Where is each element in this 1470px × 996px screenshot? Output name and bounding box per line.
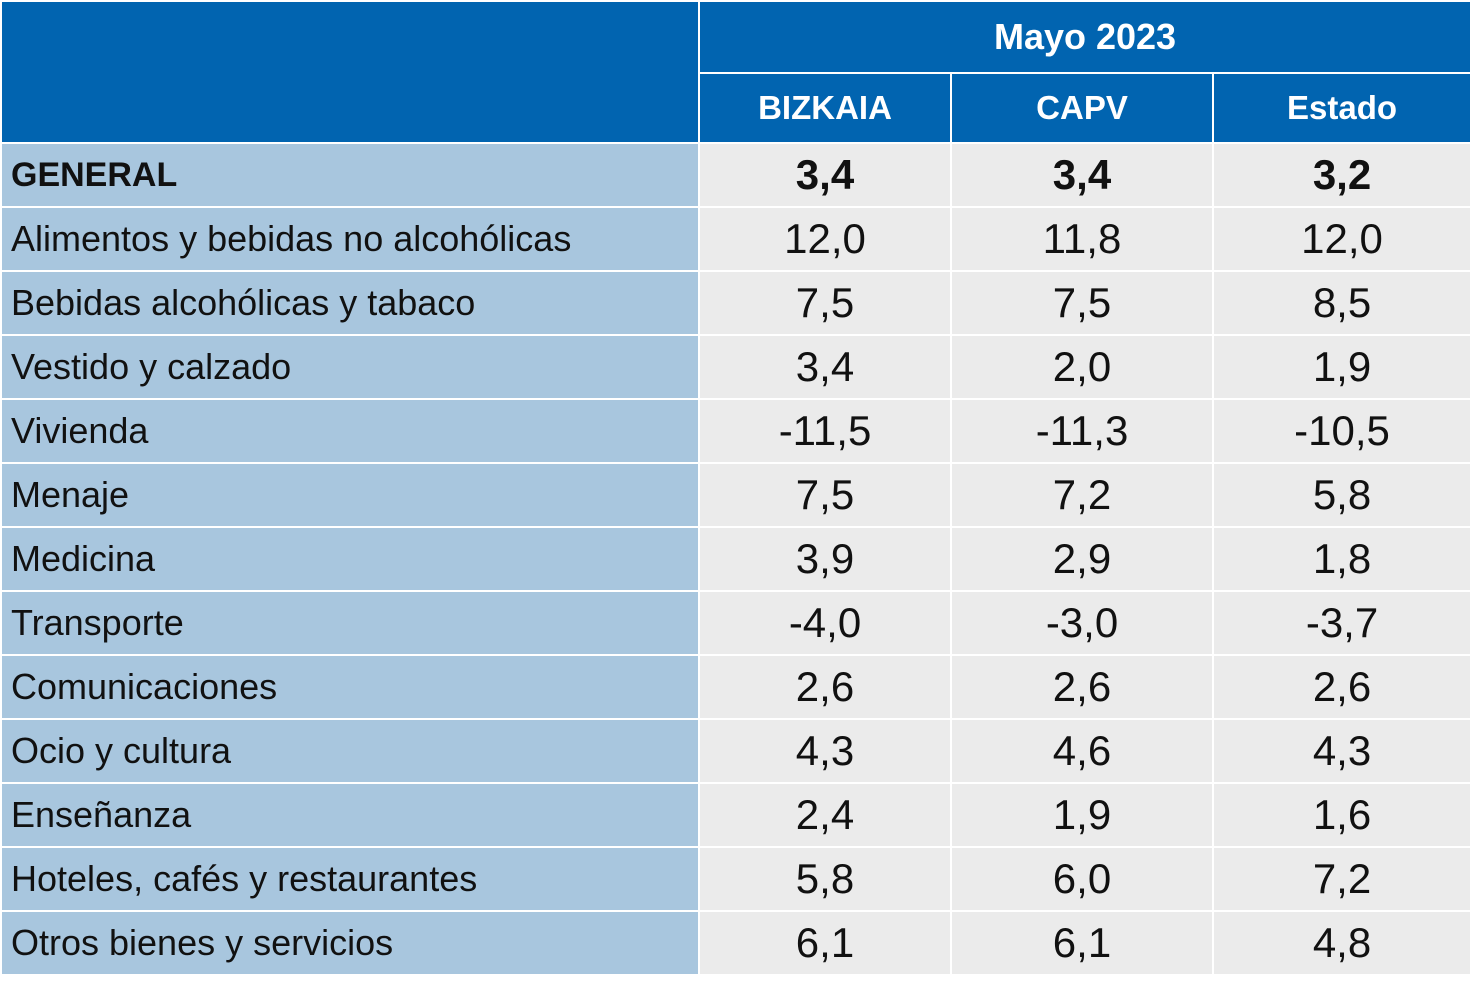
table-row: Hoteles, cafés y restaurantes 5,8 6,0 7,2	[0, 846, 1470, 912]
value-cell-estado: 1,8	[1211, 526, 1470, 592]
row-label: Bebidas alcohólicas y tabaco	[0, 270, 700, 336]
row-label: Transporte	[0, 590, 700, 656]
row-label: Otros bienes y servicios	[0, 910, 700, 976]
value-cell-estado: 5,8	[1211, 462, 1470, 528]
row-label: Hoteles, cafés y restaurantes	[0, 846, 700, 912]
table-row: Vestido y calzado 3,4 2,0 1,9	[0, 334, 1470, 400]
inflation-table: Mayo 2023 BIZKAIA CAPV Estado GENERAL 3,4…	[0, 0, 1470, 976]
table-row: Medicina 3,9 2,9 1,8	[0, 526, 1470, 592]
value-cell-capv: 3,4	[950, 142, 1214, 208]
row-label: Alimentos y bebidas no alcohólicas	[0, 206, 700, 272]
row-label: Vestido y calzado	[0, 334, 700, 400]
value-cell-capv: 2,6	[950, 654, 1214, 720]
column-header-bizkaia: BIZKAIA	[698, 72, 952, 144]
value-cell-bizkaia: 3,4	[698, 334, 952, 400]
value-cell-bizkaia: 6,1	[698, 910, 952, 976]
value-cell-estado: 3,2	[1211, 142, 1470, 208]
row-label: Comunicaciones	[0, 654, 700, 720]
row-label: GENERAL	[0, 142, 700, 208]
table-row-general: GENERAL 3,4 3,4 3,2	[0, 142, 1470, 208]
value-cell-capv: 6,0	[950, 846, 1214, 912]
table-row: Comunicaciones 2,6 2,6 2,6	[0, 654, 1470, 720]
value-cell-estado: 12,0	[1211, 206, 1470, 272]
value-cell-bizkaia: 7,5	[698, 462, 952, 528]
value-cell-capv: 1,9	[950, 782, 1214, 848]
value-cell-estado: 2,6	[1211, 654, 1470, 720]
table-row: Menaje 7,5 7,2 5,8	[0, 462, 1470, 528]
period-header: Mayo 2023	[697, 0, 1470, 74]
value-cell-capv: -11,3	[950, 398, 1214, 464]
value-cell-bizkaia: 3,4	[698, 142, 952, 208]
value-cell-estado: -3,7	[1211, 590, 1470, 656]
row-label: Medicina	[0, 526, 700, 592]
value-cell-bizkaia: 7,5	[698, 270, 952, 336]
table-body: GENERAL 3,4 3,4 3,2 Alimentos y bebidas no a…	[0, 142, 1470, 976]
value-cell-bizkaia: 2,6	[698, 654, 952, 720]
value-cell-bizkaia: 4,3	[698, 718, 952, 784]
table-row: Bebidas alcohólicas y tabaco 7,5 7,5 8,5	[0, 270, 1470, 336]
value-cell-estado: 7,2	[1211, 846, 1470, 912]
value-cell-estado: -10,5	[1211, 398, 1470, 464]
table-row: Enseñanza 2,4 1,9 1,6	[0, 782, 1470, 848]
value-cell-capv: 4,6	[950, 718, 1214, 784]
row-label: Enseñanza	[0, 782, 700, 848]
value-cell-bizkaia: -4,0	[698, 590, 952, 656]
value-cell-capv: 2,0	[950, 334, 1214, 400]
value-cell-estado: 1,9	[1211, 334, 1470, 400]
value-cell-estado: 4,8	[1211, 910, 1470, 976]
table-row: Otros bienes y servicios 6,1 6,1 4,8	[0, 910, 1470, 976]
value-cell-capv: 7,2	[950, 462, 1214, 528]
header-blank-cell	[0, 0, 700, 144]
row-label: Vivienda	[0, 398, 700, 464]
value-cell-estado: 8,5	[1211, 270, 1470, 336]
table-row: Ocio y cultura 4,3 4,6 4,3	[0, 718, 1470, 784]
value-cell-capv: 11,8	[950, 206, 1214, 272]
value-cell-bizkaia: -11,5	[698, 398, 952, 464]
value-cell-bizkaia: 12,0	[698, 206, 952, 272]
value-cell-capv: 2,9	[950, 526, 1214, 592]
column-header-capv: CAPV	[950, 72, 1214, 144]
table-row: Transporte -4,0 -3,0 -3,7	[0, 590, 1470, 656]
value-cell-capv: 7,5	[950, 270, 1214, 336]
table-row: Alimentos y bebidas no alcohólicas 12,0 11…	[0, 206, 1470, 272]
column-header-estado: Estado	[1211, 72, 1470, 144]
value-cell-capv: 6,1	[950, 910, 1214, 976]
value-cell-estado: 4,3	[1211, 718, 1470, 784]
value-cell-bizkaia: 5,8	[698, 846, 952, 912]
value-cell-capv: -3,0	[950, 590, 1214, 656]
row-label: Ocio y cultura	[0, 718, 700, 784]
value-cell-bizkaia: 3,9	[698, 526, 952, 592]
value-cell-bizkaia: 2,4	[698, 782, 952, 848]
table-row: Vivienda -11,5 -11,3 -10,5	[0, 398, 1470, 464]
row-label: Menaje	[0, 462, 700, 528]
value-cell-estado: 1,6	[1211, 782, 1470, 848]
